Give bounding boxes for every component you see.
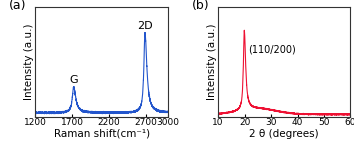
X-axis label: Raman shift(cm⁻¹): Raman shift(cm⁻¹) — [53, 129, 150, 139]
Text: G: G — [69, 75, 78, 85]
Text: 2D: 2D — [137, 21, 153, 31]
X-axis label: 2 θ (degrees): 2 θ (degrees) — [250, 129, 319, 139]
Y-axis label: Intensity (a.u.): Intensity (a.u.) — [207, 24, 217, 100]
Y-axis label: Intensity (a.u.): Intensity (a.u.) — [24, 24, 34, 100]
Text: (a): (a) — [9, 0, 27, 12]
Text: (110/200): (110/200) — [249, 45, 296, 55]
Text: (b): (b) — [192, 0, 209, 12]
